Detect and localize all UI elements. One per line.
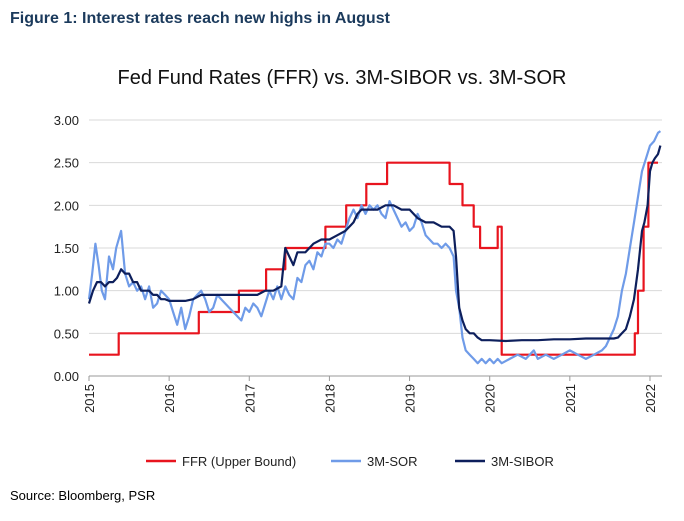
y-tick-label: 2.00: [54, 198, 79, 213]
x-tick-label: 2019: [403, 384, 418, 413]
y-tick-label: 3.00: [54, 113, 79, 128]
y-tick-label: 1.50: [54, 241, 79, 256]
x-tick-label: 2016: [162, 384, 177, 413]
legend-label: 3M-SIBOR: [491, 454, 554, 469]
chart-title: Fed Fund Rates (FFR) vs. 3M-SIBOR vs. 3M…: [118, 67, 567, 89]
x-tick-label: 2021: [563, 384, 578, 413]
series-lines: [87, 130, 662, 365]
legend-label: FFR (Upper Bound): [182, 454, 296, 469]
legend: FFR (Upper Bound) 3M-SOR 3M-SIBOR: [146, 454, 554, 469]
grid-lines: [89, 119, 662, 334]
y-tick-label: 1.00: [54, 284, 79, 299]
x-axis: 2015 2016 2017 2018 2019 2020 2021 2022: [82, 375, 662, 413]
y-tick-label: 0.00: [54, 369, 79, 384]
series-line-2: [87, 145, 662, 343]
x-tick-label: 2022: [643, 384, 658, 413]
x-tick-label: 2020: [483, 384, 498, 413]
figure-title: Figure 1: Interest rates reach new highs…: [10, 10, 390, 27]
source-note: Source: Bloomberg, PSR: [10, 488, 156, 503]
x-tick-label: 2015: [82, 384, 97, 413]
x-tick-label: 2018: [322, 384, 337, 413]
series-line-0: [89, 161, 658, 356]
y-tick-label: 0.50: [54, 326, 79, 341]
y-tick-label: 2.50: [54, 156, 79, 171]
legend-label: 3M-SOR: [367, 454, 418, 469]
x-tick-label: 2017: [242, 384, 257, 413]
series-line-1: [87, 130, 662, 365]
y-axis: 0.00 0.50 1.00 1.50 2.00 2.50 3.00: [54, 113, 79, 384]
